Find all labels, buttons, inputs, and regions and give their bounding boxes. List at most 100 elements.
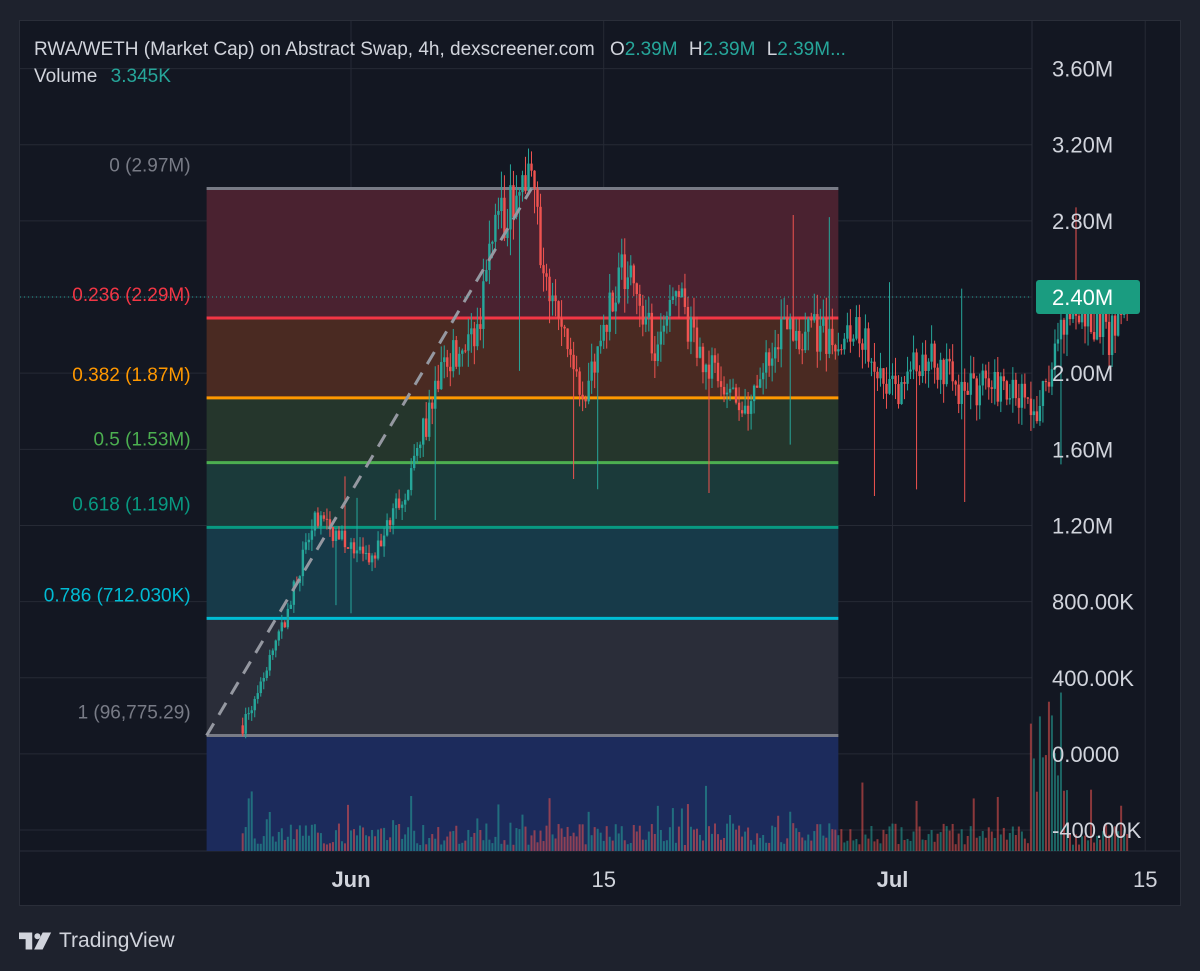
volume-bar-114 (584, 844, 587, 851)
candle-body-99 (539, 206, 542, 266)
candle-body-9 (268, 655, 271, 671)
candle-body-115 (587, 380, 590, 402)
volume-bar-206 (861, 782, 864, 851)
candle-body-34 (343, 530, 347, 548)
candle-body-33 (340, 530, 344, 540)
candle-body-247 (984, 370, 987, 379)
volume-bar-234 (945, 826, 948, 851)
volume-bar-201 (846, 840, 849, 851)
tradingview-logo-icon[interactable] (19, 930, 53, 952)
volume-bar-236 (951, 823, 954, 851)
fib-label-1: 1 (96,775.29) (78, 702, 191, 723)
volume-bar-129 (629, 842, 632, 851)
candle-body-218 (897, 384, 900, 405)
candle-body-57 (412, 455, 416, 469)
volume-bar-76 (470, 836, 473, 851)
volume-bar-269 (1050, 715, 1053, 851)
volume-bar-205 (858, 844, 861, 851)
candle-body-148 (686, 306, 690, 342)
volume-bar-239 (960, 829, 963, 851)
volume-bar-43 (371, 829, 374, 851)
candle-body-276 (1071, 312, 1075, 320)
candle-body-135 (647, 312, 651, 318)
candle-body-257 (1014, 379, 1018, 399)
candle-body-142 (668, 299, 672, 316)
volume-bar-263 (1032, 758, 1035, 851)
x-tick-label-2: Jul (877, 867, 909, 892)
volume-bar-104 (554, 838, 557, 851)
candle-body-215 (888, 379, 891, 394)
volume-bar-182 (789, 811, 792, 851)
volume-label: Volume (34, 66, 98, 87)
candle-body-90 (512, 185, 515, 217)
candle-body-126 (620, 254, 623, 268)
candle-body-228 (927, 361, 930, 371)
candle-body-239 (960, 381, 963, 404)
candle-body-30 (331, 526, 335, 541)
candle-body-134 (644, 317, 648, 325)
volume-bar-260 (1023, 838, 1026, 851)
volume-bar-250 (993, 837, 996, 851)
volume-bar-63 (431, 834, 434, 851)
candle-body-32 (337, 530, 341, 540)
candle-body-173 (761, 372, 765, 380)
candle-body-175 (767, 352, 771, 366)
volume-bar-199 (840, 829, 843, 851)
candle-body-102 (548, 276, 551, 302)
candles (241, 148, 1129, 739)
volume-bar-181 (786, 838, 789, 851)
volume-bar-33 (340, 841, 343, 851)
candle-body-45 (376, 540, 380, 559)
candle-body-285 (1098, 308, 1102, 338)
fib-zone-0.382 (206, 397, 839, 463)
ohlc-high-value: 2.39M (702, 39, 756, 60)
fib-zone-0 (206, 188, 839, 318)
volume-bar-198 (837, 835, 840, 851)
volume-bar-277 (1075, 834, 1078, 851)
tradingview-brand[interactable]: TradingView (59, 929, 175, 952)
volume-bar-8 (265, 819, 268, 851)
volume-bar-82 (488, 839, 491, 851)
candle-body-14 (283, 622, 287, 628)
candle-body-79 (479, 324, 482, 329)
candle-body-67 (443, 357, 446, 363)
chart-canvas[interactable]: 0 (2.97M) 0.236 (2.29M) 0.382 (1.87M) 0.5 (… (20, 21, 1181, 906)
candle-body-267 (1044, 381, 1048, 383)
candle-body-108 (566, 328, 569, 350)
volume-bar-207 (864, 834, 867, 851)
last-price-tag: 2.40M (1036, 280, 1140, 315)
candle-body-185 (798, 330, 801, 350)
volume-bar-79 (479, 830, 482, 851)
volume-bar-159 (720, 839, 723, 851)
volume-bar-137 (653, 833, 656, 851)
candle-body-210 (873, 361, 876, 372)
candle-body-3 (250, 710, 253, 714)
volume-bar-178 (777, 815, 780, 851)
volume-bar-189 (810, 840, 813, 851)
volume-bar-226 (921, 839, 924, 851)
volume-bar-173 (762, 835, 765, 851)
candle-body-229 (930, 343, 933, 362)
candle-body-68 (446, 357, 449, 367)
volume-bar-25 (316, 832, 319, 851)
volume-bar-237 (954, 844, 957, 851)
candle-body-189 (810, 318, 813, 321)
candle-body-174 (764, 352, 768, 373)
volume-bar-124 (614, 824, 617, 851)
volume-bar-174 (765, 842, 768, 851)
volume-bar-172 (759, 837, 762, 851)
volume-bar-23 (310, 824, 313, 851)
candle-body-123 (611, 292, 614, 312)
candle-body-160 (722, 386, 726, 395)
volume-bar-228 (927, 834, 930, 851)
candle-body-202 (849, 325, 852, 342)
volume-bar-100 (542, 841, 545, 851)
candle-body-222 (909, 369, 912, 372)
candle-body-2 (247, 713, 250, 715)
candle-body-197 (834, 345, 837, 352)
volume-bar-36 (350, 830, 352, 851)
candle-body-195 (828, 328, 831, 354)
volume-bar-95 (527, 844, 530, 851)
fib-label-0.5: 0.5 (1.53M) (93, 430, 190, 451)
candle-body-100 (542, 265, 545, 274)
